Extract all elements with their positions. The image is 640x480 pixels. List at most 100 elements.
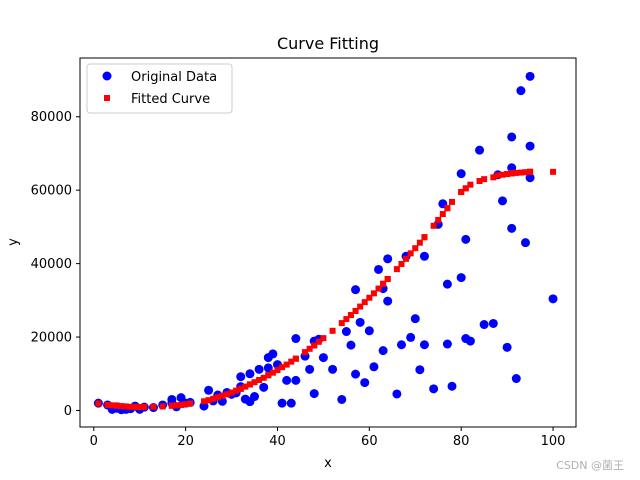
fitted-curve-point — [288, 358, 295, 365]
fitted-curve-point — [435, 216, 442, 223]
fitted-curve-point — [352, 307, 359, 314]
fitted-curve-point — [205, 397, 212, 404]
chart-title: Curve Fitting — [277, 34, 379, 53]
fitted-curve-point — [306, 345, 313, 352]
original-data-point — [520, 238, 530, 248]
fitted-curve-point — [504, 171, 511, 178]
fitted-curve-point — [384, 276, 391, 283]
fitted-curve-point — [150, 403, 157, 410]
original-data-point — [268, 349, 278, 359]
fitted-curve-point — [320, 335, 327, 342]
original-data-point — [204, 385, 214, 395]
original-data-point — [383, 296, 393, 306]
original-data-point — [479, 320, 489, 330]
x-tick-label: 0 — [90, 434, 98, 449]
fitted-curve-point — [228, 389, 235, 396]
original-data-point — [415, 365, 425, 375]
fitted-curve-point — [366, 294, 373, 301]
y-tick-label: 20000 — [31, 331, 72, 346]
fitted-curve-point — [361, 299, 368, 306]
original-data-point — [291, 375, 301, 385]
original-data-point — [511, 374, 521, 384]
fitted-curve-point — [279, 364, 286, 371]
fitted-curve-point — [283, 361, 290, 368]
fitted-curve-point — [412, 245, 419, 252]
fitted-curve-point — [246, 381, 253, 388]
fitted-curve-point — [481, 176, 488, 183]
original-data-point — [245, 369, 255, 379]
fitted-curve-point — [439, 211, 446, 218]
original-data-point — [309, 389, 319, 399]
x-axis-label: x — [324, 456, 332, 471]
original-data-point — [250, 392, 260, 402]
original-data-point — [392, 389, 402, 399]
original-data-point — [167, 394, 177, 404]
original-data-point — [282, 375, 292, 385]
original-data-point — [337, 394, 347, 404]
fitted-curve-point — [499, 171, 506, 178]
fitted-curve-point — [104, 401, 111, 408]
original-data-point — [374, 264, 384, 274]
fitted-curve-point — [113, 402, 120, 409]
original-data-point — [369, 362, 379, 372]
original-data-point — [442, 339, 452, 349]
original-data-point — [461, 234, 471, 244]
legend-marker-fitted-curve — [104, 95, 110, 101]
fitted-curve-point — [416, 239, 423, 246]
fitted-curve-point — [223, 391, 230, 398]
original-data-point — [305, 364, 315, 374]
legend-label-original-data: Original Data — [131, 70, 217, 85]
fitted-curve-point — [237, 385, 244, 392]
fitted-curve-point — [508, 170, 515, 177]
original-data-point — [456, 169, 466, 179]
fitted-curve-point — [302, 349, 309, 356]
legend-marker-original-data — [102, 71, 112, 81]
fitted-curve-point — [132, 403, 139, 410]
original-data-point — [525, 141, 535, 151]
fitted-curve-point — [256, 377, 263, 384]
fitted-curve-point — [338, 320, 345, 327]
fitted-curve-point — [522, 169, 529, 176]
fitted-curve-point — [233, 387, 240, 394]
fitted-curve-point — [251, 379, 258, 386]
original-data-point — [351, 285, 361, 295]
original-data-point — [410, 314, 420, 324]
fitted-curve-point — [274, 367, 281, 374]
fitted-curve-point — [141, 403, 148, 410]
fitted-curve-point — [182, 401, 189, 408]
original-data-point — [341, 327, 351, 337]
original-data-point — [328, 364, 338, 374]
original-data-point — [548, 294, 558, 304]
fitted-curve-point — [449, 198, 455, 205]
axes-frame — [79, 57, 577, 428]
fitted-curve-point — [122, 403, 129, 410]
original-data-point — [525, 173, 535, 183]
x-tick-label: 40 — [269, 434, 286, 449]
fitted-curve-point — [265, 372, 272, 379]
fitted-curve-point — [136, 403, 143, 410]
fitted-curve-point — [370, 290, 377, 297]
fitted-curve-point — [458, 189, 465, 196]
fitted-curve-point — [517, 169, 524, 176]
fitted-curve-point — [462, 185, 469, 192]
original-data-point — [456, 273, 466, 283]
fitted-curve-point — [513, 169, 520, 176]
original-data-point — [516, 86, 526, 96]
original-data-point — [396, 340, 406, 350]
watermark: CSDN @菌王 — [556, 459, 624, 472]
fitted-curve-point — [393, 266, 400, 273]
original-data-point — [351, 369, 361, 379]
x-tick-label: 20 — [177, 434, 194, 449]
fitted-curve-point — [187, 400, 194, 407]
fitted-curve-point — [347, 312, 354, 319]
y-tick-label: 60000 — [31, 184, 72, 199]
x-axis-ticks: 0 20 40 60 80 100 — [90, 427, 565, 449]
fitted-curve-point — [219, 392, 226, 399]
fitted-curve-point — [403, 255, 410, 262]
original-data-point — [419, 340, 429, 350]
fitted-curve-point — [444, 205, 451, 212]
original-data-point — [525, 71, 535, 81]
fitted-curve-point — [201, 398, 207, 405]
original-data-point — [254, 364, 264, 374]
